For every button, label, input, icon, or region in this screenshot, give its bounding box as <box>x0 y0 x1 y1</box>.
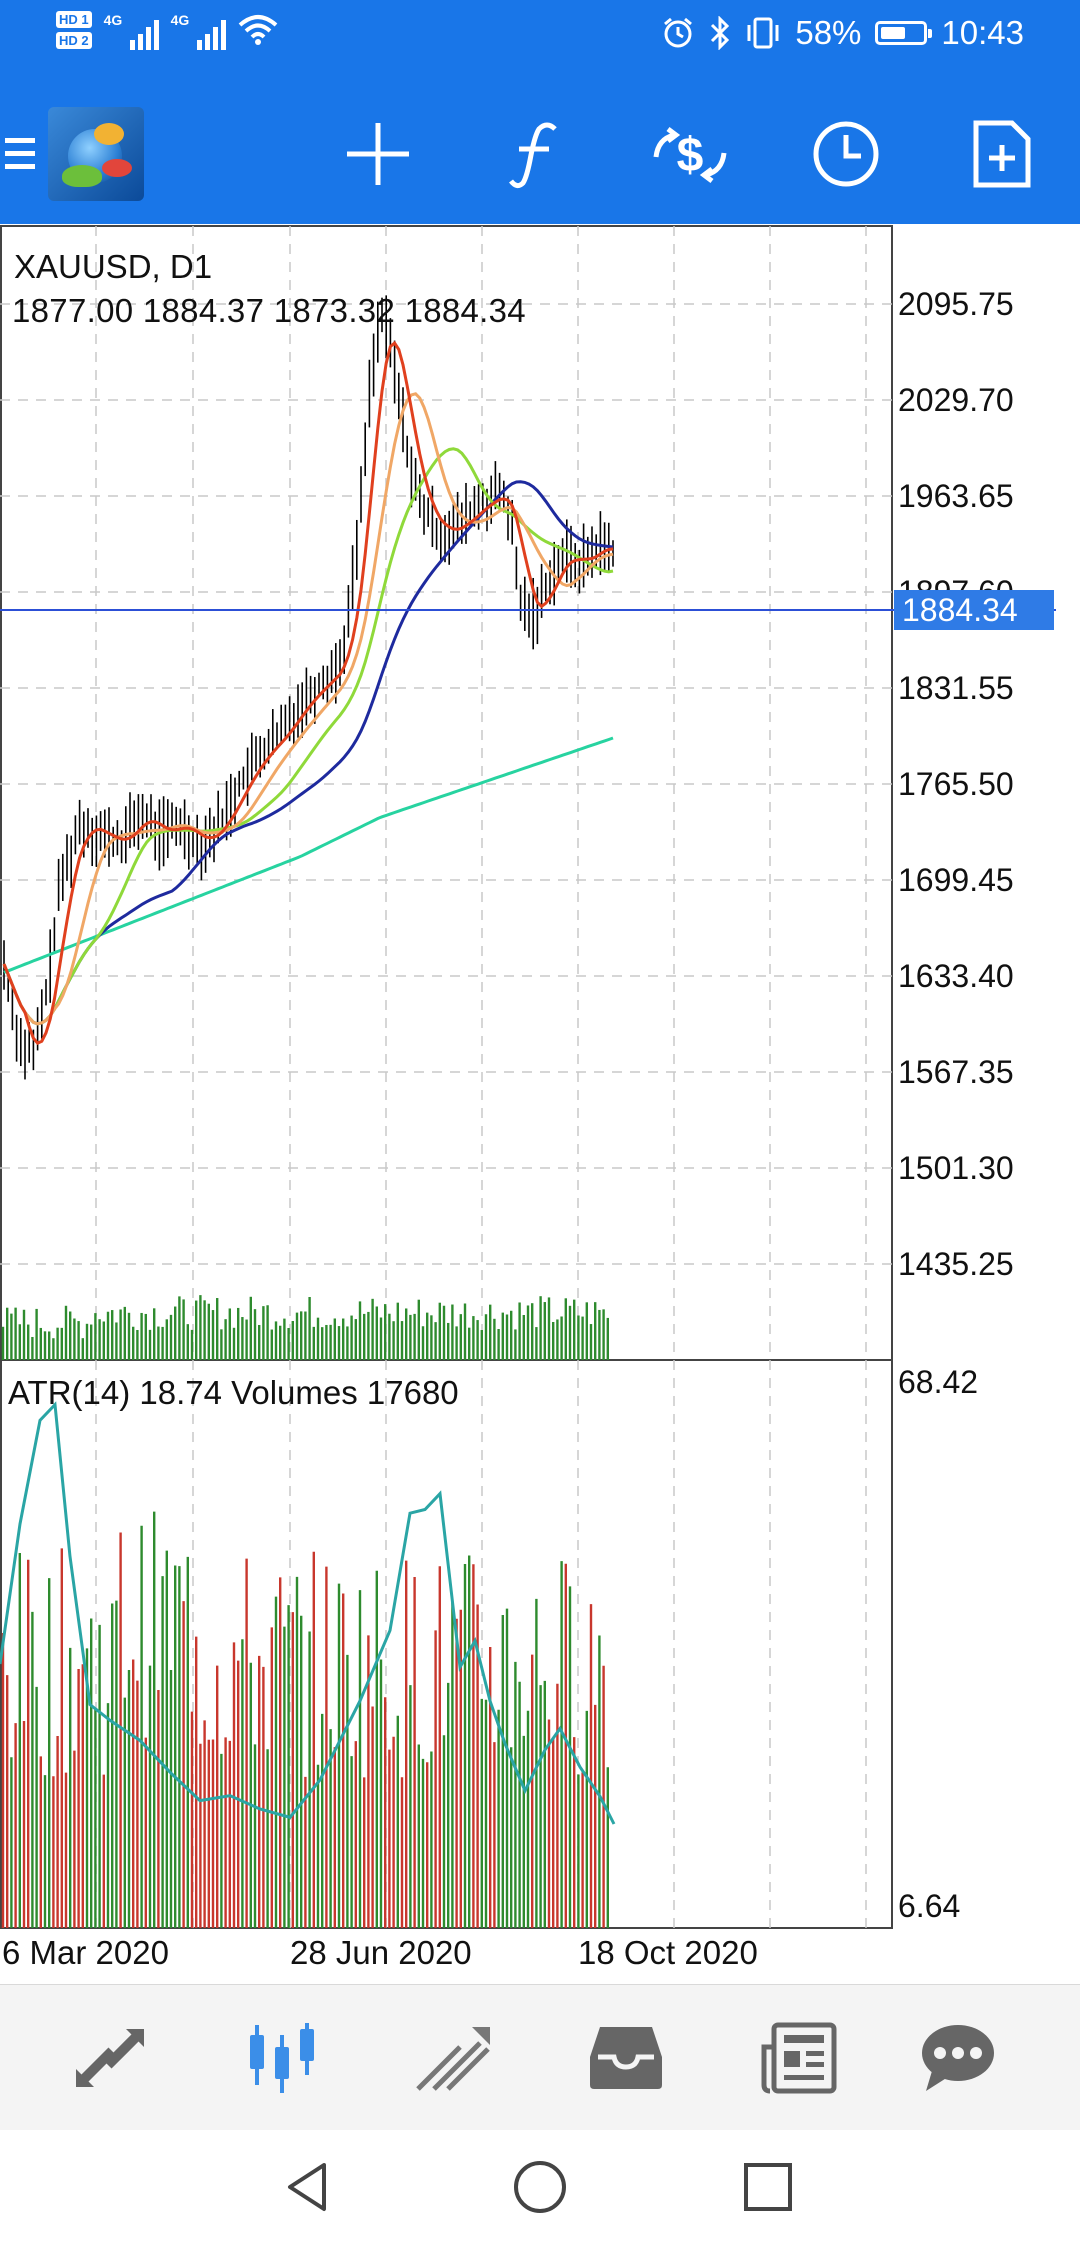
hd2-label: HD 2 <box>56 32 92 49</box>
system-nav <box>0 2130 1080 2244</box>
status-bar: HD 1 HD 2 4G 4G 58% <box>0 0 1080 84</box>
history-icon <box>590 2027 662 2089</box>
quotes-icon <box>76 2029 144 2087</box>
chart-area[interactable]: XAUUSD, D1 1877.00 1884.37 1873.32 1884.… <box>0 224 1080 1984</box>
price-axis-label: 1501.30 <box>898 1150 1014 1186</box>
time-axis-label: 18 Oct 2020 <box>578 1934 758 1971</box>
wifi-icon <box>238 15 277 45</box>
hd1-label: HD 1 <box>56 11 92 28</box>
signal-1-icon: 4G <box>104 10 159 50</box>
vibrate-icon <box>747 17 779 49</box>
chart-frame <box>0 225 893 1929</box>
price-axis-label: 1963.65 <box>898 478 1014 514</box>
battery-percent: 58% <box>795 14 862 51</box>
indicators-button[interactable] <box>474 84 594 224</box>
time-axis-label: 28 Jun 2020 <box>290 1934 472 1971</box>
trade-icon: $ <box>653 127 727 183</box>
trade-button[interactable]: $ <box>630 84 750 224</box>
bottom-nav <box>0 1984 1080 2131</box>
price-axis-label: 1765.50 <box>898 766 1014 802</box>
trade-nav-icon <box>416 2027 490 2091</box>
nav-trade[interactable] <box>384 1985 524 2131</box>
bluetooth-icon <box>711 16 730 50</box>
price-axis-label: 2029.70 <box>898 382 1014 418</box>
home-icon <box>514 2161 566 2213</box>
menu-icon <box>5 138 35 169</box>
svg-text:$: $ <box>677 129 704 182</box>
chart-symbol: XAUUSD, D1 <box>14 248 213 285</box>
crosshair-icon <box>347 123 409 185</box>
add-object-icon <box>973 120 1031 188</box>
indicator-min: 6.64 <box>898 1888 961 1924</box>
price-chart[interactable] <box>0 224 1080 1984</box>
period-icon <box>813 121 879 187</box>
home-button[interactable] <box>480 2130 600 2244</box>
ma-red-line <box>2 340 614 1046</box>
time-axis-label: 6 Mar 2020 <box>2 1934 169 1971</box>
signal-2-icon: 4G <box>171 10 226 50</box>
add-object-button[interactable] <box>942 84 1062 224</box>
menu-button[interactable] <box>0 84 40 224</box>
recents-icon <box>744 2163 792 2211</box>
chart-ohlc: 1877.00 1884.37 1873.32 1884.34 <box>12 292 526 329</box>
chart-icon <box>250 2023 314 2093</box>
nav-chart[interactable] <box>212 1985 352 2131</box>
nav-news[interactable] <box>728 1985 868 2131</box>
battery-icon <box>875 21 933 45</box>
clock: 10:43 <box>941 14 1024 51</box>
alarm-icon <box>664 17 693 48</box>
recents-button[interactable] <box>708 2130 828 2244</box>
nav-chat[interactable] <box>888 1985 1028 2131</box>
hd-indicator: HD 1 HD 2 <box>56 11 92 49</box>
atr-line <box>0 1401 616 1825</box>
price-axis-label: 2095.75 <box>898 286 1014 322</box>
indicator-label: ATR(14) 18.74 Volumes 17680 <box>8 1374 459 1411</box>
price-axis-label: 1435.25 <box>898 1246 1014 1282</box>
ma-blue-line <box>2 480 614 1026</box>
indicator-max: 68.42 <box>898 1364 979 1400</box>
back-icon <box>288 2163 326 2211</box>
ma-teal-line <box>3 736 614 974</box>
ma-green-line <box>2 447 614 1026</box>
nav-history[interactable] <box>556 1985 696 2131</box>
period-button[interactable] <box>786 84 906 224</box>
price-axis-label: 1699.45 <box>898 862 1014 898</box>
news-icon <box>761 2022 837 2094</box>
back-button[interactable] <box>248 2130 368 2244</box>
app-logo-button[interactable] <box>46 84 146 224</box>
price-axis-label: 1633.40 <box>898 958 1014 994</box>
app-logo <box>48 107 144 201</box>
price-axis-label: 1567.35 <box>898 1054 1014 1090</box>
toolbar: $ <box>0 84 1080 224</box>
price-axis-label: 1831.55 <box>898 670 1014 706</box>
nav-quotes[interactable] <box>40 1985 180 2131</box>
crosshair-button[interactable] <box>318 84 438 224</box>
current-price-tag: 1884.34 <box>894 590 1054 630</box>
indicators-icon <box>509 122 557 189</box>
chat-icon <box>922 2025 994 2091</box>
